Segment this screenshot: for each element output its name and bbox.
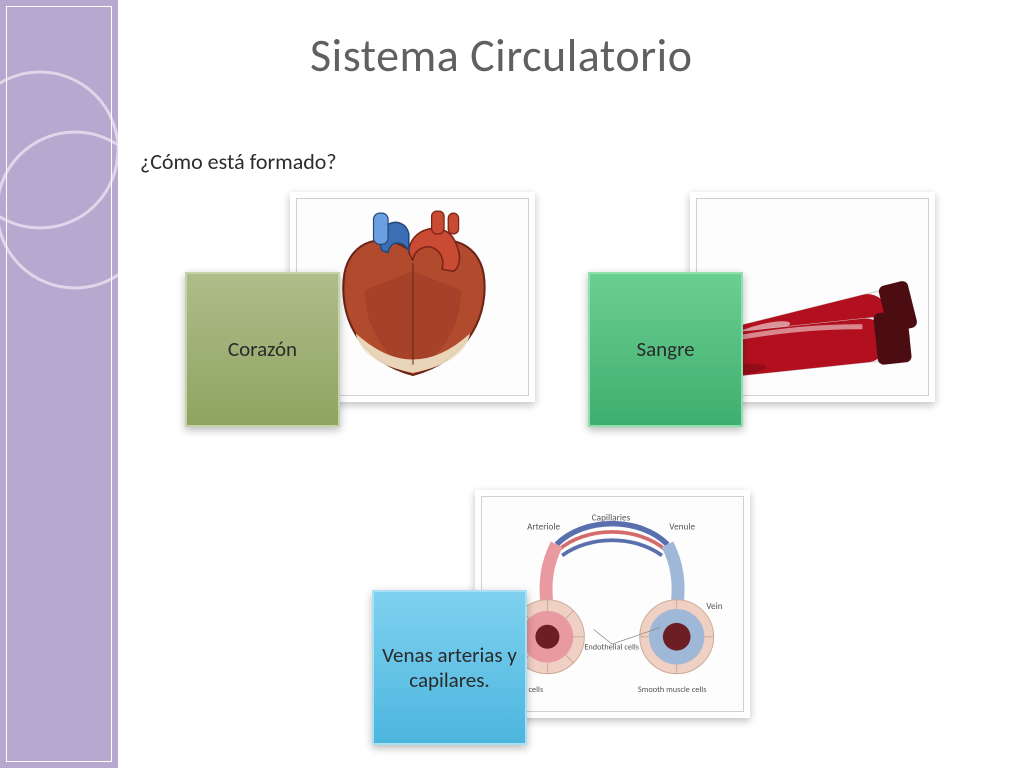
vessels-diagram-icon: Arteriole Capillaries Venule ery Vein En… — [492, 506, 732, 703]
page-title: Sistema Circulatorio — [310, 28, 692, 84]
rings-icon — [0, 60, 160, 320]
vessels-label: Venas arterias y capilares. — [374, 643, 525, 691]
heart-label-box: Corazón — [185, 272, 340, 427]
svg-text:Arteriole: Arteriole — [528, 521, 561, 532]
sidebar-decoration — [0, 0, 118, 768]
subtitle-text: ¿Cómo está formado? — [140, 148, 337, 175]
heart-label: Corazón — [220, 337, 305, 361]
vessels-label-box: Venas arterias y capilares. — [372, 590, 527, 745]
blood-label: Sangre — [628, 337, 702, 361]
svg-text:Smooth muscle cells: Smooth muscle cells — [638, 685, 707, 695]
svg-text:Vein: Vein — [707, 601, 723, 612]
svg-text:Venule: Venule — [670, 521, 696, 532]
svg-text:Capillaries: Capillaries — [592, 512, 631, 523]
blood-label-box: Sangre — [588, 272, 743, 427]
